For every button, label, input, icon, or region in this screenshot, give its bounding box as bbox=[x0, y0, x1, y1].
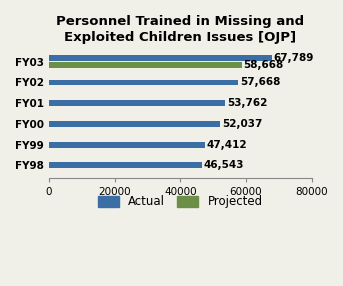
Text: 58,668: 58,668 bbox=[244, 60, 284, 70]
Text: 52,037: 52,037 bbox=[222, 119, 262, 129]
Bar bbox=[49, 121, 220, 127]
Text: 67,789: 67,789 bbox=[273, 53, 314, 63]
Legend: Actual, Projected: Actual, Projected bbox=[93, 190, 268, 213]
Bar bbox=[49, 142, 205, 148]
Text: 57,668: 57,668 bbox=[240, 78, 281, 88]
Title: Personnel Trained in Missing and
Exploited Children Issues [OJP]: Personnel Trained in Missing and Exploit… bbox=[56, 15, 304, 44]
Bar bbox=[49, 100, 225, 106]
Text: 53,762: 53,762 bbox=[227, 98, 268, 108]
Bar bbox=[49, 80, 238, 86]
Bar bbox=[49, 162, 202, 168]
Bar bbox=[49, 62, 241, 68]
Text: 46,543: 46,543 bbox=[204, 160, 244, 170]
Text: 47,412: 47,412 bbox=[206, 140, 247, 150]
Bar bbox=[49, 55, 272, 61]
